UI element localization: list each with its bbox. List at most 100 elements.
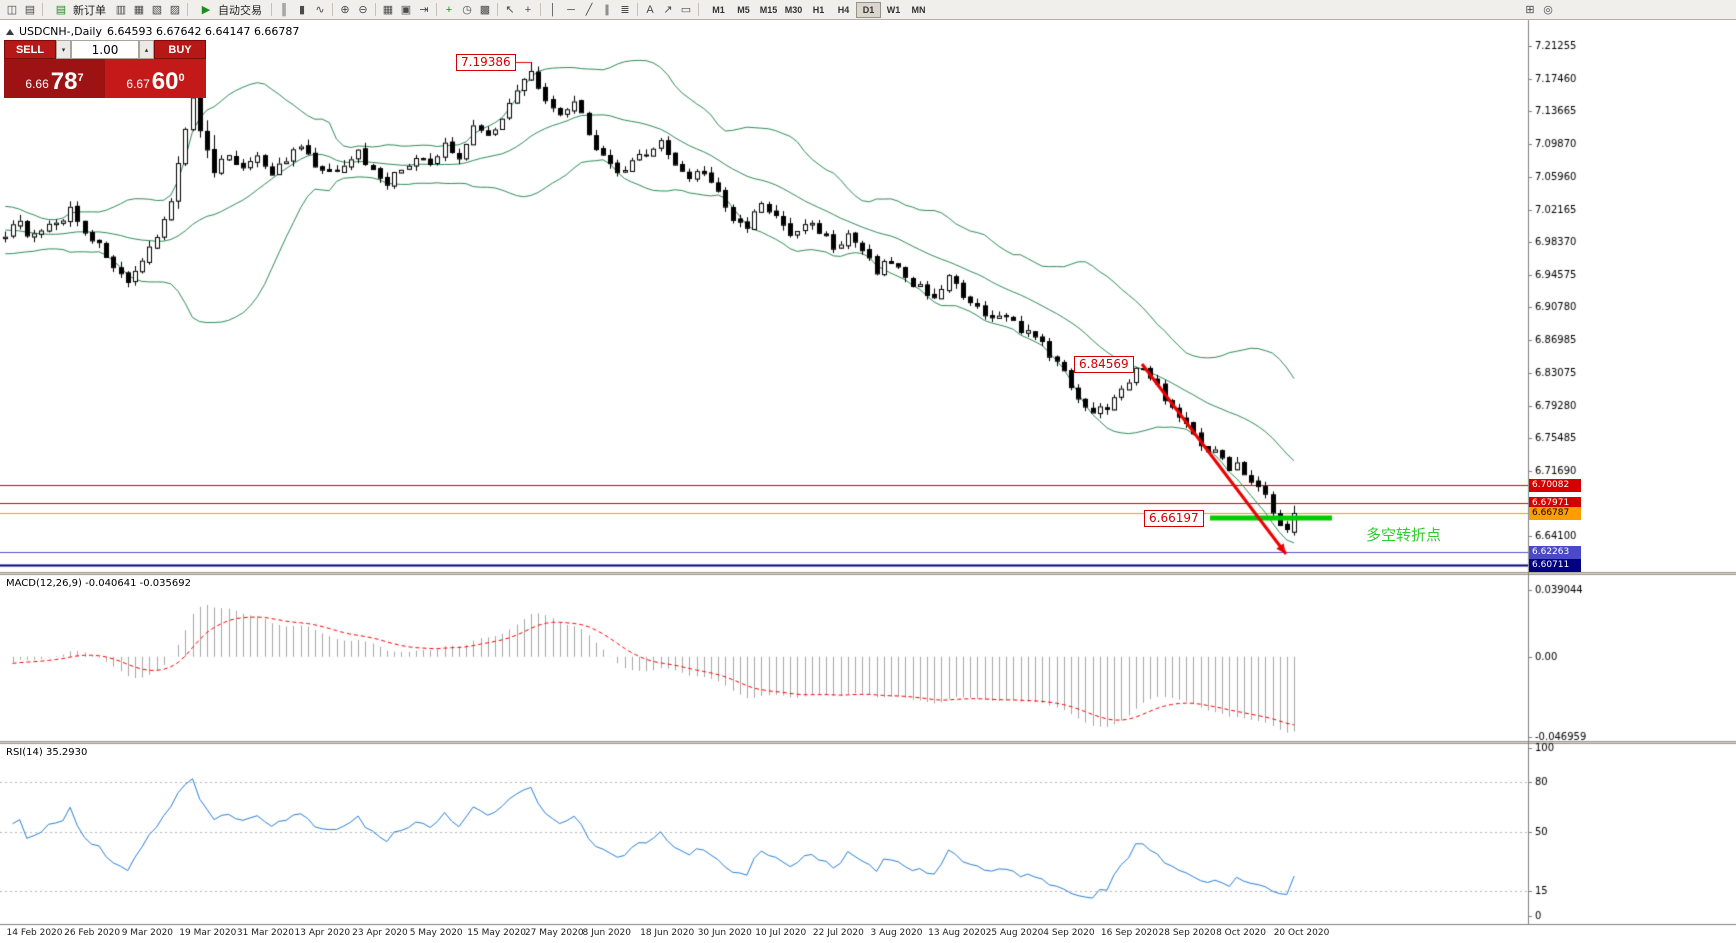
timeframe-d1-button[interactable]: D1	[856, 1, 881, 18]
date-label: 23 Apr 2020	[352, 928, 408, 938]
toolbar-separator	[497, 3, 498, 16]
autotrade-label: 自动交易	[218, 4, 262, 17]
date-label: 13 Aug 2020	[928, 928, 986, 938]
date-label: 8 Jun 2020	[582, 928, 631, 938]
play-icon: ▶	[201, 3, 211, 16]
profiles-button[interactable]: ▤	[24, 3, 36, 16]
main-toolbar: ◫ ▤ ▤ 新订单 ▥ ▦ ▧ ▨ ▶ 自动交易 ║ ▮ ∿ ⊕ ⊖ ▦ ▣ ⇥…	[0, 0, 1736, 20]
sell-options-caret[interactable]: ▾	[56, 40, 71, 59]
toolbar-separator	[637, 3, 638, 16]
price-label-high[interactable]: 7.19386	[456, 54, 516, 71]
toolbar-separator	[271, 3, 272, 16]
periods-button[interactable]: ◷	[462, 3, 472, 16]
fibonacci-button[interactable]: ≣	[620, 3, 630, 16]
toolbar-separator	[540, 3, 541, 16]
timeframe-m15-button[interactable]: M15	[756, 2, 781, 18]
price-tag: 6.66787	[1529, 506, 1581, 520]
toolbar-separator	[42, 3, 43, 16]
chart-shift-button[interactable]: ⇥	[419, 3, 429, 16]
date-label: 8 Oct 2020	[1216, 928, 1267, 938]
new-order-label: 新订单	[73, 4, 106, 17]
price-tag: 6.67971	[1529, 496, 1581, 510]
price-tag: 6.70082	[1529, 478, 1581, 492]
date-label: 4 Sep 2020	[1043, 928, 1095, 938]
cursor-button[interactable]: ↖	[505, 3, 515, 16]
zoom-in-button[interactable]: ⊕	[340, 3, 350, 16]
date-label: 9 Mar 2020	[121, 928, 174, 938]
sell-price-box[interactable]: 6.66 78 7	[4, 59, 105, 98]
date-label: 27 May 2020	[524, 928, 584, 938]
add-indicator-button[interactable]: +	[445, 3, 453, 16]
templates-button[interactable]: ▩	[479, 3, 491, 16]
timeframe-w1-button[interactable]: W1	[881, 2, 906, 18]
new-chart-button[interactable]: ◫	[6, 3, 18, 16]
timeframe-m30-button[interactable]: M30	[781, 2, 806, 18]
timeframe-toolbar: M1 M5 M15 M30 H1 H4 D1 W1 MN	[706, 1, 931, 18]
buy-price-point: 0	[178, 72, 185, 84]
candlestick-chart-button[interactable]: ▮	[298, 3, 306, 16]
one-click-trading-panel: SELL ▾ ▴ BUY 6.66 78 7 6.67 60 0	[4, 40, 206, 98]
data-window-button[interactable]: ▦	[133, 3, 145, 16]
text-tool-button[interactable]: A	[646, 3, 654, 16]
date-label: 15 May 2020	[467, 928, 526, 938]
toolbar-separator	[332, 3, 333, 16]
timeframe-m5-button[interactable]: M5	[731, 2, 756, 18]
timeframe-m1-button[interactable]: M1	[706, 2, 731, 18]
price-tag: 6.60711	[1529, 559, 1581, 573]
bar-chart-button[interactable]: ║	[280, 3, 288, 16]
ohlc-readout: 6.64593 6.67642 6.64147 6.66787	[106, 25, 300, 38]
horizontal-line-button[interactable]: ─	[567, 3, 575, 16]
terminal-button[interactable]: ▨	[169, 3, 181, 16]
date-label: 30 Jun 2020	[697, 928, 752, 938]
volume-input[interactable]	[71, 40, 139, 59]
toolbar-separator	[187, 3, 188, 16]
zoom-out-button[interactable]: ⊖	[358, 3, 368, 16]
toolbar-separator	[698, 3, 699, 16]
timeframe-mn-button[interactable]: MN	[906, 2, 931, 18]
new-order-button[interactable]: ▤ 新订单	[46, 1, 112, 18]
arrow-tool-button[interactable]: ↗	[663, 3, 673, 16]
volume-up-caret[interactable]: ▴	[139, 40, 154, 59]
channel-button[interactable]: ∥	[604, 3, 610, 16]
date-label: 22 Jul 2020	[812, 928, 864, 938]
rsi-value: 35.2930	[45, 747, 88, 758]
buy-price-box[interactable]: 6.67 60 0	[105, 59, 206, 98]
collapse-chart-icon[interactable]	[6, 28, 14, 35]
sell-price-main: 6.66	[25, 77, 49, 91]
price-label-peak[interactable]: 6.84569	[1074, 356, 1134, 373]
cascade-windows-button[interactable]: ▣	[400, 3, 412, 16]
date-label: 19 Mar 2020	[179, 928, 237, 938]
date-label: 5 May 2020	[409, 928, 463, 938]
shapes-button[interactable]: ▭	[680, 3, 692, 16]
window-layout-button[interactable]: ⊞	[1525, 3, 1535, 16]
turning-point-annotation[interactable]: 多空转折点	[1366, 527, 1442, 544]
macd-values: -0.040641 -0.035692	[85, 578, 191, 589]
crosshair-button[interactable]: +	[524, 3, 532, 16]
toolbar-separator	[375, 3, 376, 16]
tile-windows-button[interactable]: ▦	[382, 3, 394, 16]
buy-button[interactable]: BUY	[154, 40, 206, 59]
search-button[interactable]: ◎	[1543, 3, 1553, 16]
symbol-period-label: USDCNH-,Daily	[19, 25, 102, 38]
sell-button[interactable]: SELL	[4, 40, 56, 59]
date-label: 31 Mar 2020	[236, 928, 294, 938]
toolbar-separator	[436, 3, 437, 16]
macd-indicator-label: MACD(12,26,9) -0.040641 -0.035692	[6, 578, 191, 589]
market-watch-button[interactable]: ▥	[115, 3, 127, 16]
toolbar-right-group: ⊞ ◎	[1521, 1, 1557, 19]
trendline-button[interactable]: ╱	[585, 3, 593, 16]
sell-price-point: 7	[77, 72, 84, 84]
vertical-line-button[interactable]: │	[549, 3, 557, 16]
navigator-button[interactable]: ▧	[151, 3, 163, 16]
date-label: 3 Aug 2020	[870, 928, 923, 938]
price-label-support[interactable]: 6.66197	[1144, 510, 1204, 527]
price-tag: 6.62263	[1529, 545, 1581, 559]
date-label: 28 Sep 2020	[1158, 928, 1216, 938]
line-chart-button[interactable]: ∿	[315, 3, 325, 16]
timeframe-h4-button[interactable]: H4	[831, 2, 856, 18]
autotrade-button[interactable]: ▶ 自动交易	[191, 1, 268, 18]
timeframe-h1-button[interactable]: H1	[806, 2, 831, 18]
